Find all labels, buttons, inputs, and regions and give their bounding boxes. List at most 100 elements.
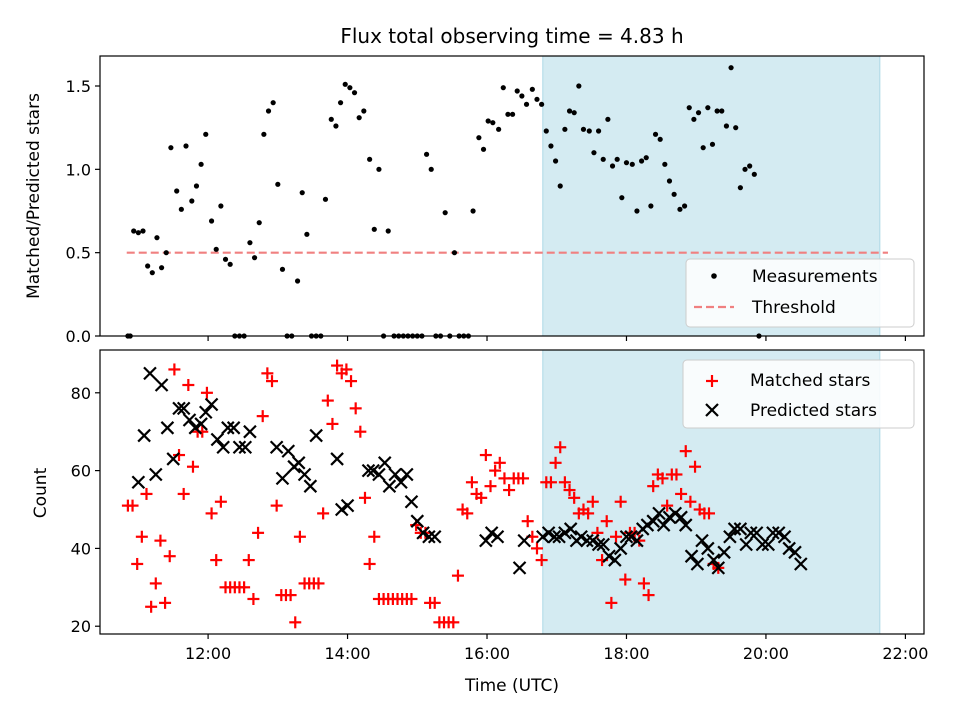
predicted-star-point — [580, 533, 594, 548]
matched-star-point — [605, 596, 618, 609]
matched-star-point — [363, 557, 376, 570]
measurement-point — [328, 116, 334, 122]
measurement-point — [728, 65, 734, 71]
x-tick-label: 18:00 — [603, 644, 649, 663]
matched-star-point — [289, 616, 302, 629]
matched-star-point — [503, 484, 516, 497]
measurement-point — [371, 226, 377, 232]
measurement-point — [135, 230, 141, 236]
measurement-point — [671, 191, 677, 197]
matched-star-point — [140, 487, 153, 500]
measurement-point — [256, 220, 262, 226]
matched-star-point — [368, 530, 381, 543]
measurement-point — [557, 183, 563, 189]
predicted-star-point — [782, 541, 796, 556]
y-tick-label: 0.5 — [66, 244, 91, 263]
measurement-point — [586, 128, 592, 134]
measurement-point — [657, 136, 663, 142]
measurement-point — [490, 120, 496, 126]
measurement-point — [442, 210, 448, 216]
matched-star-point — [321, 394, 334, 407]
measurement-point — [539, 101, 545, 107]
predicted-star-point — [733, 522, 748, 536]
predicted-star-point — [574, 529, 588, 544]
predicted-star-point — [558, 526, 572, 540]
measurement-point — [322, 196, 329, 202]
measurement-point — [662, 161, 668, 167]
predicted-star-point — [711, 561, 726, 575]
measurement-point — [193, 183, 200, 189]
predicted-star-point — [182, 413, 197, 427]
matched-star-point — [661, 499, 674, 512]
y-tick-label: 60 — [71, 462, 91, 481]
matched-star-point — [600, 515, 613, 528]
measurement-point — [351, 90, 358, 96]
matched-star-point — [126, 499, 139, 512]
predicted-star-point — [309, 428, 323, 443]
measurement-point — [723, 123, 730, 129]
measurement-point — [580, 126, 587, 132]
predicted-star-point — [668, 506, 683, 521]
matched-star-point — [326, 417, 339, 430]
measurement-point — [367, 156, 373, 162]
predicted-star-point — [602, 549, 616, 563]
measurement-point — [691, 116, 697, 122]
predicted-star-point — [330, 452, 344, 466]
measurement-point — [178, 206, 184, 212]
predicted-star-point — [269, 440, 284, 455]
predicted-star-point — [188, 421, 203, 435]
x-axis-label: Time (UTC) — [464, 676, 559, 696]
predicted-star-point — [766, 526, 780, 540]
predicted-star-point — [366, 463, 380, 478]
measurement-point — [149, 270, 155, 276]
measurement-point — [742, 166, 748, 172]
measurement-point — [714, 108, 720, 114]
predicted-star-point — [723, 529, 737, 544]
predicted-star-point — [176, 401, 191, 416]
predicted-star-point — [226, 421, 241, 435]
measurement-point — [140, 228, 146, 234]
matched-star-point — [451, 569, 464, 582]
matched-star-point — [182, 379, 195, 392]
matched-star-point — [205, 507, 218, 520]
predicted-star-point — [484, 526, 499, 540]
measurement-point — [342, 81, 348, 87]
predicted-stars-points — [131, 366, 808, 575]
measurement-point — [265, 108, 272, 114]
matched-star-point — [554, 441, 567, 454]
top-y-axis-label: Matched/Predicted stars — [24, 93, 44, 299]
matched-stars-points — [121, 359, 725, 629]
predicted-star-point — [640, 518, 655, 532]
matched-star-point — [610, 530, 623, 543]
predicted-star-point — [275, 471, 290, 486]
measurement-point — [500, 85, 506, 91]
predicted-star-point — [416, 526, 430, 540]
top-legend-box — [685, 258, 915, 328]
measurement-point — [523, 101, 530, 107]
predicted-star-point — [340, 498, 355, 513]
matched-star-point — [358, 491, 371, 504]
measurement-point — [648, 203, 654, 209]
measurement-point — [514, 88, 520, 94]
matched-star-point — [586, 495, 599, 508]
x-tick-label: 16:00 — [464, 644, 510, 663]
measurement-point — [595, 128, 602, 134]
predicted-star-point — [788, 545, 802, 560]
matched-star-point — [447, 616, 460, 629]
measurement-point — [529, 86, 535, 92]
predicted-star-point — [585, 533, 600, 548]
measurement-point — [566, 108, 573, 114]
matched-star-point — [349, 402, 362, 415]
measurement-point — [376, 166, 382, 172]
measurement-point — [634, 208, 640, 214]
legend-predicted-label: Predicted stars — [750, 401, 877, 421]
predicted-star-point — [652, 506, 666, 521]
measurement-point — [163, 250, 169, 256]
predicted-star-point — [512, 561, 527, 575]
measurement-point — [638, 158, 645, 164]
matched-star-point — [484, 480, 497, 493]
predicted-star-point — [552, 529, 566, 544]
predicted-star-point — [334, 502, 349, 517]
